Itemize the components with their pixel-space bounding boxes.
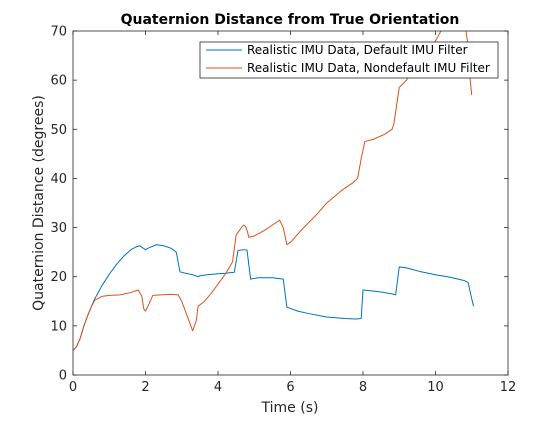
- x-tick-label: 6: [286, 380, 294, 395]
- series-line-default-filter: [73, 244, 475, 351]
- x-tick-label: 12: [500, 380, 517, 395]
- legend-label-nondefault-filter: Realistic IMU Data, Nondefault IMU Filte…: [247, 61, 490, 75]
- y-tick-label: 0: [59, 369, 67, 384]
- x-axis-label: Time (s): [261, 400, 319, 416]
- y-tick-label: 20: [50, 270, 67, 285]
- y-tick-label: 10: [50, 319, 67, 334]
- y-axis-label: Quaternion Distance (degrees): [31, 95, 47, 311]
- chart-title: Quaternion Distance from True Orientatio…: [121, 12, 460, 28]
- y-tick-label: 30: [50, 221, 67, 236]
- y-tick-label: 40: [50, 172, 67, 187]
- x-tick-label: 8: [359, 380, 367, 395]
- legend: Realistic IMU Data, Default IMU Filter R…: [199, 41, 499, 79]
- plot-area: [73, 31, 508, 375]
- x-axis: 0 2 4 6 8 10 12: [69, 31, 516, 395]
- series-line-nondefault-filter: [73, 31, 473, 351]
- x-tick-label: 10: [427, 380, 444, 395]
- legend-label-default-filter: Realistic IMU Data, Default IMU Filter: [247, 43, 468, 57]
- x-tick-label: 2: [141, 380, 149, 395]
- y-tick-label: 70: [50, 25, 67, 40]
- x-tick-label: 4: [214, 380, 222, 395]
- x-tick-label: 0: [69, 380, 77, 395]
- y-axis: 0 10 20 30 40 50 60 70: [50, 25, 508, 384]
- legend-box: [199, 41, 499, 79]
- y-tick-label: 60: [50, 74, 67, 89]
- y-tick-label: 50: [50, 123, 67, 138]
- series-layer: [73, 31, 475, 351]
